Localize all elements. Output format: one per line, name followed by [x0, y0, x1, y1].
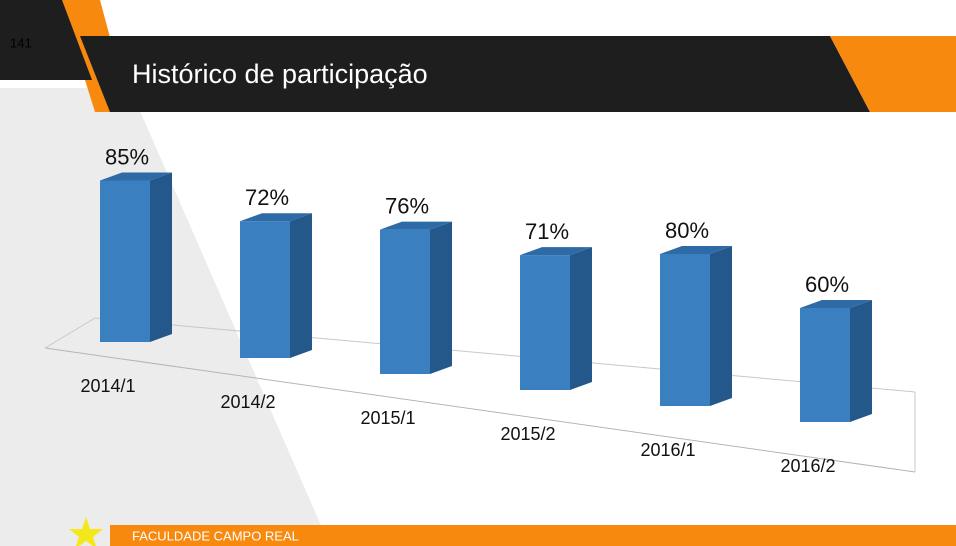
bar [520, 255, 570, 390]
x-tick-label: 2014/2 [220, 392, 275, 412]
x-tick-label: 2016/1 [640, 440, 695, 460]
bar-side [710, 246, 732, 406]
x-tick-label: 2016/2 [780, 456, 835, 476]
chart-floor [44, 317, 916, 473]
bar-side [570, 247, 592, 390]
header-band [80, 36, 870, 112]
bar [800, 308, 850, 422]
data-label: 72% [245, 185, 289, 210]
bar-top [240, 213, 312, 222]
bar-top [380, 221, 452, 230]
bar-side [850, 300, 872, 422]
bar-side [290, 213, 312, 358]
footer-text: FACULDADE CAMPO REAL [132, 528, 299, 543]
data-label: 76% [385, 193, 429, 218]
bar-side [150, 172, 172, 342]
bar-top [660, 246, 732, 254]
footer-band [110, 525, 956, 546]
slide-number-box [0, 0, 92, 80]
slide-number: 141 [10, 35, 32, 50]
x-tick-label: 2014/1 [80, 376, 135, 396]
x-tick-label: 2015/1 [360, 408, 415, 428]
bar [100, 180, 150, 342]
header-accent-right [830, 36, 956, 112]
data-label: 60% [805, 272, 849, 297]
x-tick-label: 2015/2 [500, 424, 555, 444]
chart-title: Histórico de participação [132, 59, 428, 89]
floor-side [44, 317, 96, 349]
star-icon [69, 517, 103, 546]
bar [240, 221, 290, 358]
bar-top [800, 300, 872, 308]
data-label: 85% [105, 144, 149, 169]
floor-back [94, 317, 916, 393]
bar [380, 229, 430, 374]
data-label: 80% [665, 218, 709, 243]
bar-side [430, 221, 452, 374]
bar-top [520, 247, 592, 256]
floor-edge [44, 347, 916, 473]
bar-top [100, 172, 172, 181]
data-label: 71% [525, 219, 569, 244]
bar [660, 254, 710, 406]
